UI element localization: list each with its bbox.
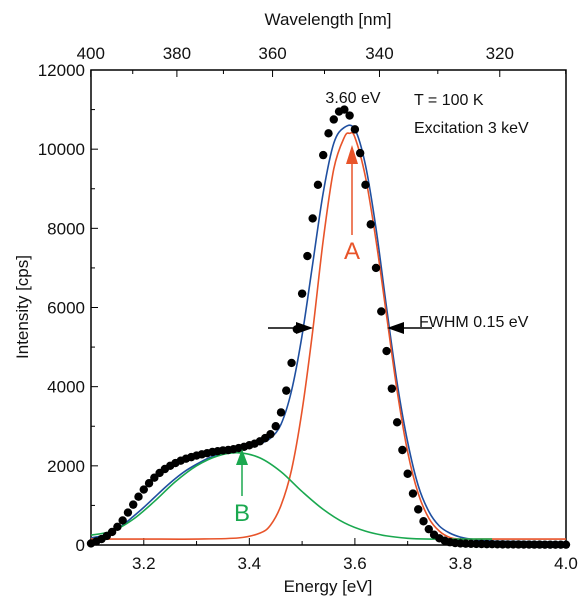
data-point [355, 148, 365, 158]
data-point [408, 489, 418, 498]
data-point [350, 125, 360, 134]
x2-tick-label: 360 [258, 44, 286, 63]
y-tick-label: 4000 [47, 378, 85, 397]
y-tick-label: 6000 [47, 299, 85, 318]
data-point [313, 180, 323, 189]
x2-tick-label: 320 [486, 44, 514, 63]
component-curve-a [91, 131, 566, 540]
data-point [134, 492, 143, 501]
data-point [144, 479, 154, 488]
y-tick-label: 0 [76, 536, 85, 555]
data-point [118, 516, 127, 525]
data-point [398, 445, 407, 455]
x2-tick-label: 400 [77, 44, 105, 63]
data-point [287, 358, 296, 368]
data-point [319, 150, 328, 160]
data-point [377, 307, 386, 316]
fwhm-label: FWHM 0.15 eV [419, 314, 529, 331]
data-point [129, 500, 138, 509]
component-a-label: A [344, 238, 360, 265]
data-point [424, 524, 433, 534]
x-tick-label: 3.4 [238, 554, 262, 573]
component-a-arrow [346, 145, 358, 235]
tick-labels: 3.2 3.4 3.6 3.8 4.0 0 2000 4000 6000 8000 10000 120… [38, 44, 578, 573]
x-tick-label: 3.2 [132, 554, 156, 573]
fwhm-left-arrow [268, 322, 313, 334]
x2-tick-label: 380 [163, 44, 191, 63]
y-tick-label: 2000 [47, 457, 85, 476]
x-tick-label: 3.6 [343, 554, 367, 573]
component-curve-b [90, 451, 493, 540]
component-b-label: B [234, 500, 250, 527]
data-point [329, 115, 338, 124]
data-point [414, 505, 423, 514]
component-b-arrow [236, 449, 248, 496]
data-point [113, 522, 122, 531]
x2-tick-label: 340 [365, 44, 393, 63]
y-tick-label: 8000 [47, 219, 85, 238]
data-point [139, 485, 148, 494]
data-point [276, 408, 286, 417]
data-point [387, 384, 397, 393]
data-point [271, 422, 280, 431]
data-point [303, 251, 312, 261]
data-point [419, 517, 428, 526]
temperature-label: T = 100 K [414, 92, 484, 109]
data-point [324, 129, 333, 138]
data-point [282, 386, 291, 395]
data-point [266, 429, 275, 439]
fwhm-right-arrow [387, 322, 432, 334]
data-points [86, 105, 571, 549]
fit-curve [90, 124, 567, 544]
data-point [366, 220, 375, 229]
data-point [297, 289, 307, 298]
y-tick-label: 12000 [38, 61, 85, 80]
x2-axis-title: Wavelength [nm] [265, 10, 392, 29]
data-point [345, 111, 354, 120]
data-point [340, 105, 349, 114]
data-point [382, 346, 391, 356]
data-point [361, 180, 370, 189]
data-point [308, 214, 317, 223]
x-tick-label: 3.8 [449, 554, 473, 573]
curves [90, 124, 567, 544]
data-point [403, 469, 412, 478]
y-axis-title: Intensity [cps] [13, 255, 32, 359]
data-point [107, 527, 117, 537]
data-point [123, 508, 133, 517]
y-tick-label: 10000 [38, 140, 85, 159]
x-tick-label: 4.0 [554, 554, 578, 573]
data-point [392, 418, 402, 427]
peak-label: 3.60 eV [325, 90, 380, 107]
data-point [561, 540, 571, 549]
excitation-label: Excitation 3 keV [414, 120, 529, 137]
data-point [371, 263, 381, 273]
x-axis-title: Energy [eV] [284, 577, 373, 596]
